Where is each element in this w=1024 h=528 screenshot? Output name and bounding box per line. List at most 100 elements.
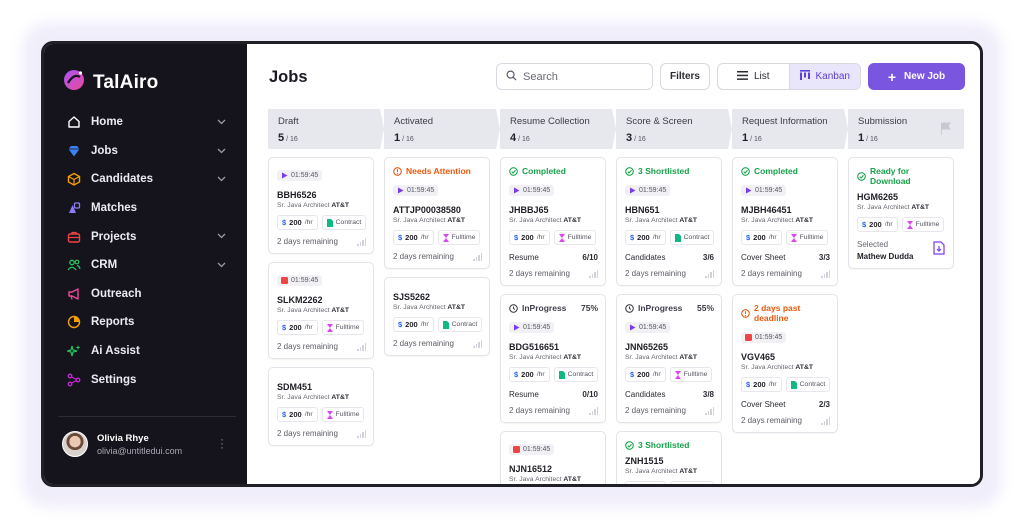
kanban-view-label: Kanban <box>815 71 850 82</box>
job-card[interactable]: Completed 01:59:45 JHBBJ65 Sr. Java Archite… <box>500 157 606 286</box>
download-document-icon[interactable] <box>933 241 945 260</box>
column-count: 5 <box>278 132 285 144</box>
job-card[interactable]: SJS5262 Sr. Java Architect AT&T $200/hr C… <box>384 277 490 356</box>
chevron-down-icon[interactable] <box>217 230 226 242</box>
job-type: Fulltime <box>915 221 940 228</box>
column-header-score-screen: Score & Screen 3/ 16 <box>616 109 732 149</box>
job-code: MJBH46451 <box>741 205 792 215</box>
job-card[interactable]: 2 days past deadline 01:59:45 VGV465 Sr. Ja… <box>732 294 838 433</box>
job-card[interactable]: Ready for Download HGM6265 Sr. Java Archit… <box>848 157 954 269</box>
progress-value: 6/10 <box>582 253 598 262</box>
job-type-tag: Fulltime <box>553 230 597 245</box>
chevron-down-icon[interactable] <box>217 259 226 271</box>
column-total: / 16 <box>286 136 298 143</box>
job-code: SJS5262 <box>393 292 431 302</box>
job-type: Contract <box>683 234 710 241</box>
more-options-icon[interactable]: · · · <box>220 432 224 454</box>
job-type-tag: Contract <box>437 317 483 332</box>
signal-bars-icon <box>705 406 714 415</box>
chevron-down-icon[interactable] <box>217 145 226 157</box>
job-type: Fulltime <box>683 371 708 378</box>
flag-icon[interactable] <box>940 122 952 140</box>
timer-badge: 01:59:45 <box>509 444 555 455</box>
document-icon <box>326 218 333 227</box>
dollar-icon: $ <box>630 233 635 242</box>
job-type-tag: Contract <box>553 367 599 382</box>
kanban-columns: 01:59:45 BBH6526 Sr. Java Architect AT&T $… <box>268 157 964 484</box>
sidebar-item-candidates[interactable]: Candidates <box>58 165 236 194</box>
status-text: Needs Attention <box>406 166 471 176</box>
job-title: Sr. Java Architect <box>625 217 678 224</box>
sidebar-item-projects[interactable]: Projects <box>58 222 236 251</box>
job-card[interactable]: InProgress 55% 01:59:45 JNN65265 Sr. Java Ar… <box>616 294 722 423</box>
filters-button[interactable]: Filters <box>660 63 710 90</box>
chevron-down-icon[interactable] <box>217 116 226 128</box>
job-tags: $200/hr Fulltime <box>277 320 366 335</box>
sidebar-item-settings[interactable]: Settings <box>58 365 236 394</box>
main-content: Jobs Filters List Kanban + New Job Draft… <box>247 44 980 484</box>
column-count: 1 <box>858 132 865 144</box>
hourglass-icon <box>790 233 797 242</box>
progress-row: Candidates 3/6 <box>625 253 714 262</box>
sparkle-icon <box>66 343 82 359</box>
sidebar-item-crm[interactable]: CRM <box>58 251 236 280</box>
rate-unit: /hr <box>420 234 429 241</box>
time-remaining: 2 days remaining <box>393 252 482 261</box>
sidebar-item-jobs[interactable]: Jobs <box>58 137 236 166</box>
progress-label: Resume <box>509 253 539 262</box>
job-card[interactable]: Completed 01:59:45 MJBH46451 Sr. Java Archi… <box>732 157 838 286</box>
job-title: Sr. Java Architect <box>741 364 794 371</box>
sidebar-item-reports[interactable]: Reports <box>58 308 236 337</box>
sidebar-item-matches[interactable]: Matches <box>58 194 236 223</box>
column-header-draft: Draft 5/ 16 <box>268 109 384 149</box>
talairo-logo-icon <box>62 68 86 97</box>
job-card[interactable]: InProgress 75% 01:59:45 BDG516651 Sr. Java A… <box>500 294 606 423</box>
job-type-tag: Fulltime <box>437 230 481 245</box>
company-name: AT&T <box>563 217 582 224</box>
job-title: Sr. Java Architect <box>741 217 794 224</box>
job-card[interactable]: 3 Shortlisted ZNH1515 Sr. Java Architect A… <box>616 431 722 484</box>
new-job-button[interactable]: + New Job <box>868 63 965 90</box>
signal-bars-icon <box>473 339 482 348</box>
avatar[interactable] <box>62 431 88 457</box>
job-card[interactable]: 01:59:45 BBH6526 Sr. Java Architect AT&T $… <box>268 157 374 254</box>
job-card[interactable]: 3 Shortlisted 01:59:45 HBN651 Sr. Java Arch… <box>616 157 722 286</box>
user-profile[interactable]: Olivia Rhye olivia@untitledui.com · · · <box>58 416 236 457</box>
job-role: Sr. Java Architect AT&T <box>277 202 366 209</box>
check-circle-icon <box>741 166 750 176</box>
search-input[interactable] <box>523 70 633 83</box>
sidebar-item-ai-assist[interactable]: Ai Assist <box>58 337 236 366</box>
sidebar-item-label: Projects <box>91 230 137 243</box>
timer-value: 01:59:45 <box>523 446 551 453</box>
company-name: AT&T <box>331 202 350 209</box>
job-card[interactable]: Needs Attention 01:59:45 ATTJP00038580 Sr. … <box>384 157 490 269</box>
kanban-column: Completed 01:59:45 JHBBJ65 Sr. Java Archite… <box>500 157 606 484</box>
company-name: AT&T <box>911 204 930 211</box>
sidebar-item-outreach[interactable]: Outreach <box>58 280 236 309</box>
time-remaining: 2 days remaining <box>509 406 598 415</box>
job-role: Sr. Java Architect AT&T <box>625 354 714 361</box>
time-remaining: 2 days remaining <box>277 342 366 351</box>
sidebar-item-home[interactable]: Home <box>58 108 236 137</box>
chevron-down-icon[interactable] <box>217 173 226 185</box>
signal-bars-icon <box>821 269 830 278</box>
job-type: Contract <box>335 219 362 226</box>
list-view-button[interactable]: List <box>718 64 789 89</box>
user-email: olivia@untitledui.com <box>97 445 183 456</box>
job-code: ATTJP00038580 <box>393 205 461 215</box>
job-code: VGV465 <box>741 352 776 362</box>
remaining-text: 2 days remaining <box>393 339 454 348</box>
job-role: Sr. Java Architect AT&T <box>277 394 366 401</box>
job-card[interactable]: 01:59:45 NJN16512 Sr. Java Architect AT&T … <box>500 431 606 484</box>
brand-logo[interactable]: TalAiro <box>62 68 158 97</box>
kanban-view-button[interactable]: Kanban <box>788 64 860 89</box>
home-icon <box>66 114 82 130</box>
page-title: Jobs <box>269 68 308 86</box>
rate-value: 200 <box>637 370 650 379</box>
job-card[interactable]: SDM451 Sr. Java Architect AT&T $200/hr Fu… <box>268 367 374 446</box>
job-tags: $200/hr Fulltime <box>393 230 482 245</box>
column-header-resume-collection: Resume Collection 4/ 16 <box>500 109 616 149</box>
progress-row: Cover Sheet 2/3 <box>741 400 830 409</box>
search-box[interactable] <box>496 63 653 90</box>
job-card[interactable]: 01:59:45 SLKM2262 Sr. Java Architect AT&T … <box>268 262 374 359</box>
